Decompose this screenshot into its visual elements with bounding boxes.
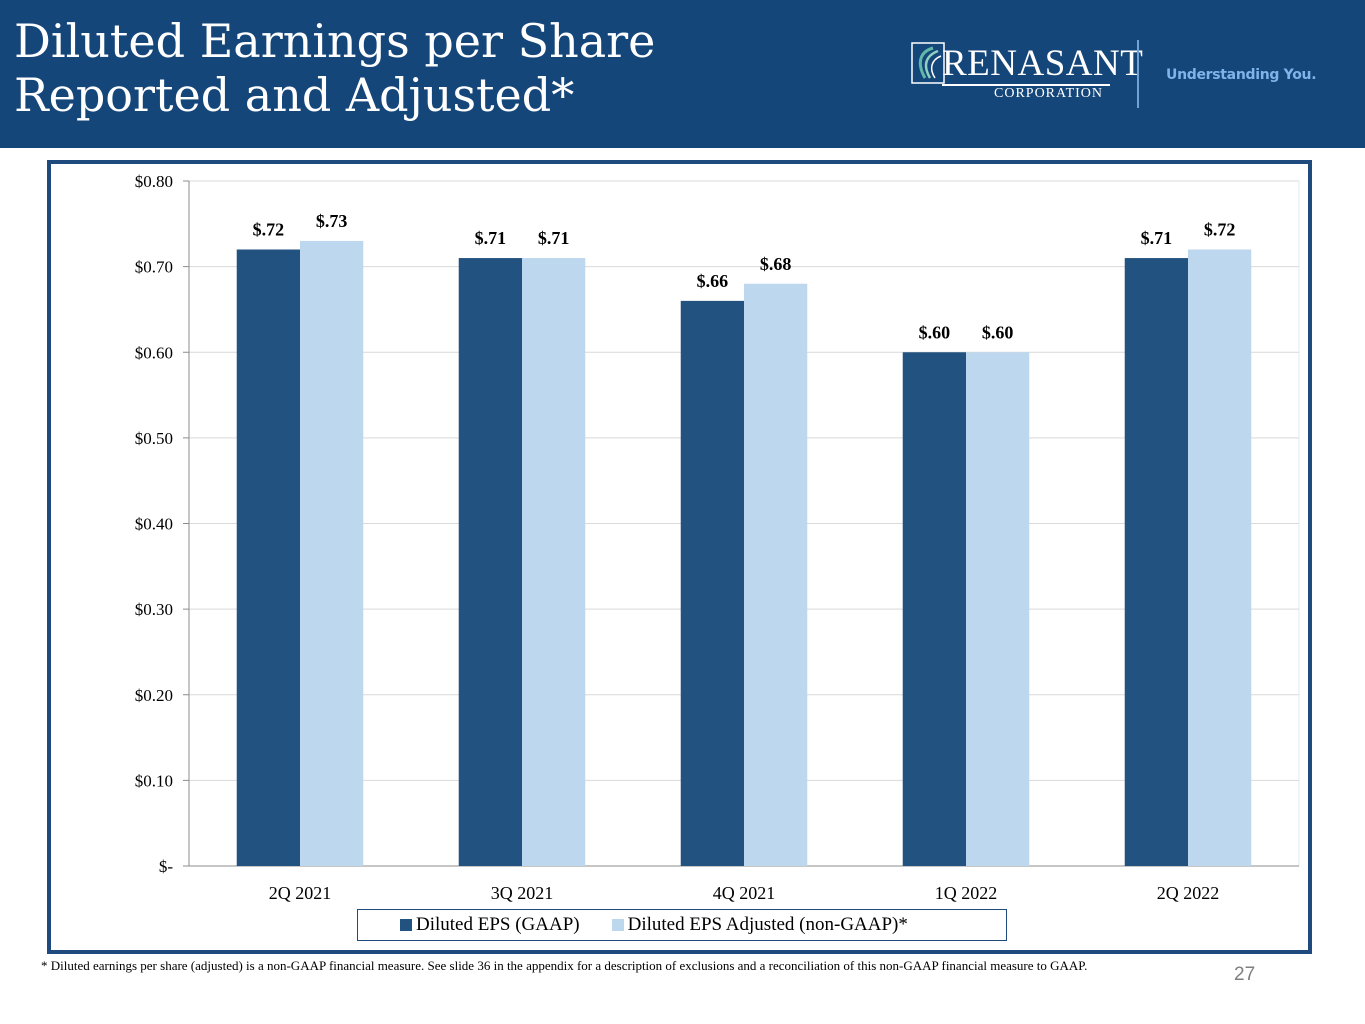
x-tick-label: 2Q 2021 (269, 883, 332, 903)
data-label-adjusted: $.73 (316, 211, 348, 231)
y-tick-label: $0.10 (135, 771, 173, 790)
y-tick-label: $- (159, 857, 174, 876)
bar-adjusted (966, 352, 1030, 866)
chart-frame: $0.80 $0.70 $0.60 $0.50 $0.40 $0.30 $0.20 $0.10… (47, 160, 1312, 954)
data-label-gaap: $.71 (1141, 228, 1173, 248)
data-label-gaap: $.71 (475, 228, 507, 248)
data-label-gaap: $.72 (253, 220, 284, 240)
legend-swatch-gaap (400, 919, 412, 931)
bar-adjusted (522, 258, 586, 866)
bar-adjusted (744, 283, 808, 866)
x-tick-label: 3Q 2021 (491, 883, 554, 903)
bar-adjusted (300, 240, 364, 866)
brand-name: RENASANT (942, 43, 1144, 84)
data-label-gaap: $.60 (919, 322, 951, 342)
legend-label-adjusted: Diluted EPS Adjusted (non-GAAP)* (627, 914, 908, 935)
data-label-adjusted: $.60 (982, 322, 1014, 342)
title-line-2: Reported and Adjusted* (14, 68, 575, 122)
tagline: Understanding You. (1166, 67, 1317, 83)
bar-gaap (236, 249, 300, 866)
page-number: 27 (1234, 964, 1256, 985)
bar-gaap (458, 258, 522, 866)
y-tick-label: $0.70 (135, 258, 173, 277)
header-bar: Diluted Earnings per Share Reported and … (0, 0, 1365, 148)
data-label-adjusted: $.68 (760, 254, 792, 274)
bar-gaap (1124, 258, 1188, 866)
y-tick-label: $0.40 (135, 515, 173, 534)
x-tick-label: 1Q 2022 (935, 883, 998, 903)
chart-legend: Diluted EPS (GAAP) Diluted EPS Adjusted … (357, 909, 1007, 941)
title-line-1: Diluted Earnings per Share (14, 14, 656, 68)
legend-item-gaap: Diluted EPS (GAAP) (400, 914, 580, 936)
legend-label-gaap: Diluted EPS (GAAP) (416, 914, 580, 935)
footnote: * Diluted earnings per share (adjusted) … (41, 958, 1088, 973)
legend-item-adjusted: Diluted EPS Adjusted (non-GAAP)* (611, 914, 908, 936)
bar-gaap (902, 352, 966, 866)
data-label-adjusted: $.72 (1204, 220, 1236, 240)
brand-rule (942, 84, 1110, 86)
logo-divider (1137, 40, 1139, 108)
data-label-adjusted: $.71 (538, 228, 570, 248)
y-tick-label: $0.50 (135, 429, 173, 448)
y-tick-label: $0.60 (135, 343, 173, 362)
y-tick-label: $0.20 (135, 686, 173, 705)
eps-bar-chart: $0.80 $0.70 $0.60 $0.50 $0.40 $0.30 $0.20 $0.10… (135, 172, 1300, 903)
bar-adjusted (1188, 249, 1252, 866)
x-tick-label: 4Q 2021 (713, 883, 776, 903)
y-tick-label: $0.80 (135, 172, 173, 191)
renasant-mark-icon (911, 42, 945, 84)
brand-subtitle: CORPORATION (994, 86, 1104, 101)
data-label-gaap: $.66 (697, 271, 729, 291)
x-tick-label: 2Q 2022 (1157, 883, 1220, 903)
legend-swatch-adjusted (611, 919, 624, 931)
page-title: Diluted Earnings per Share Reported and … (14, 14, 655, 122)
bar-gaap (680, 300, 744, 866)
y-tick-label: $0.30 (135, 600, 173, 619)
renasant-logo: RENASANT CORPORATION Understanding You. (908, 38, 1328, 110)
